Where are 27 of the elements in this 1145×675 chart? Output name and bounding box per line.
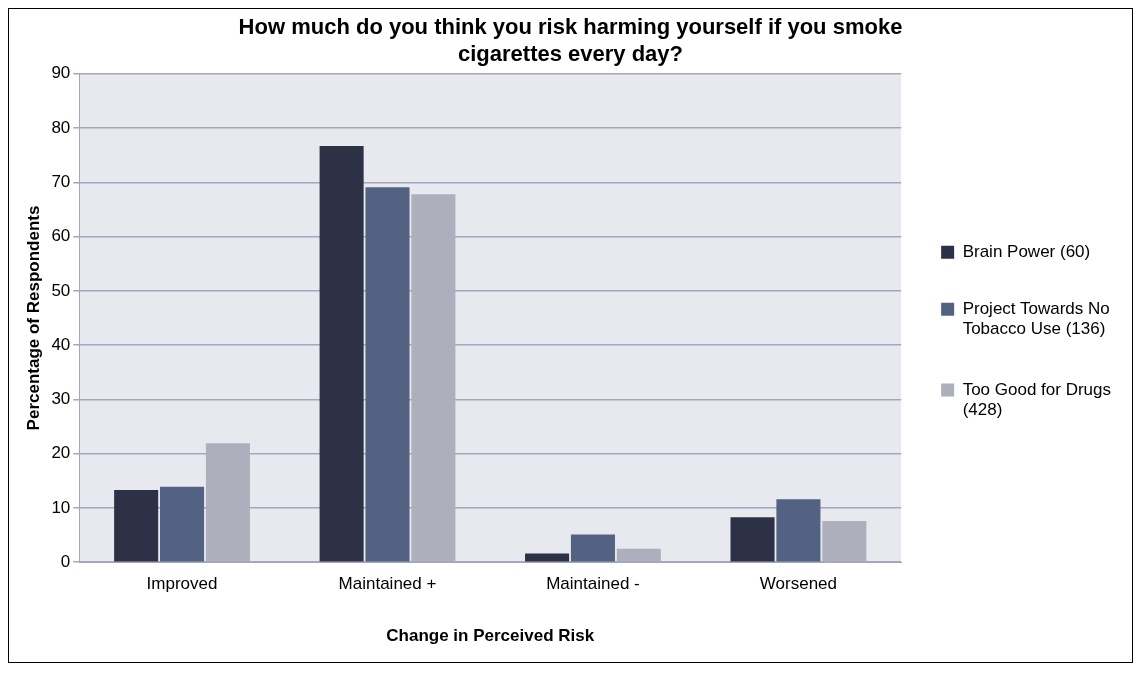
y-tick-label: 20 [51,443,71,463]
y-tick-label: 10 [51,497,71,517]
bar [365,187,410,562]
y-axis-title: Percentage of Respondents [23,205,43,431]
x-axis-title: Change in Perceived Risk [386,626,595,646]
y-tick-label: 60 [51,226,71,246]
legend-label: Project Towards No Tobacco Use (136) [962,298,1110,339]
y-tick-label: 50 [51,280,71,300]
x-tick-label: Maintained + [338,574,437,594]
bar [730,517,775,562]
bar [160,486,205,562]
y-tick-label: 80 [51,117,71,137]
y-tick-label: 30 [51,389,71,409]
y-tick-label: 70 [51,172,71,192]
y-tick-label: 90 [51,63,71,83]
legend-label: Too Good for Drugs (428) [962,379,1112,420]
y-tick-label: 40 [51,334,71,354]
bar [776,499,821,562]
y-tick-label: 0 [60,551,71,571]
x-tick-label: Maintained - [546,574,640,594]
x-tick-label: Worsened [759,574,838,594]
bar [570,534,615,562]
bar [114,490,159,562]
chart-title: How much do you think you risk harming yourself if you smoke cigarettes every day? [238,14,903,66]
legend-label: Brain Power (60) [962,241,1091,261]
x-tick-label: Improved [146,574,218,594]
bar [319,145,364,562]
